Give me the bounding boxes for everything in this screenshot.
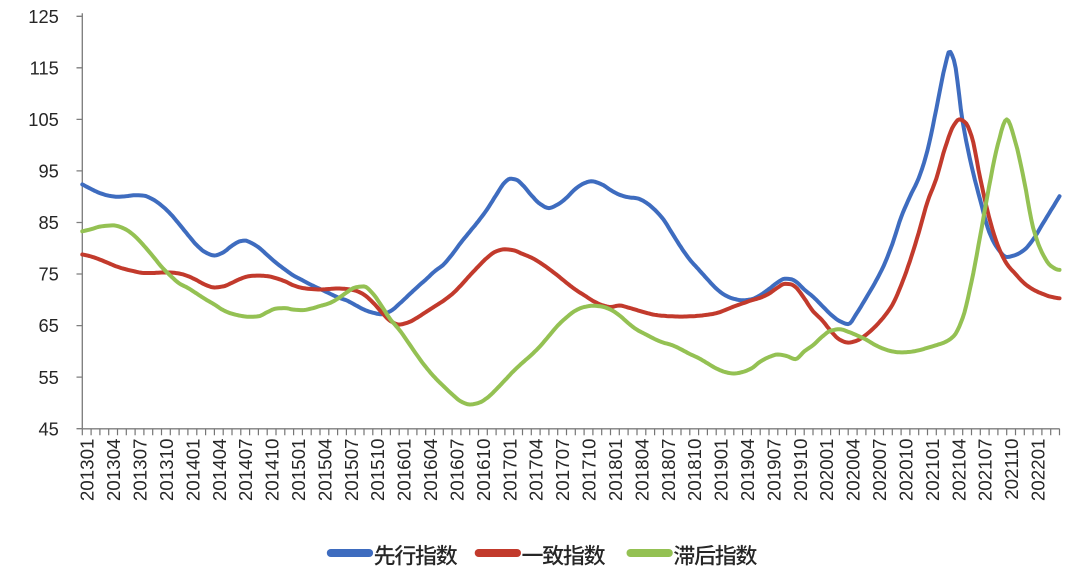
svg-text:201907: 201907 <box>763 439 784 502</box>
svg-text:95: 95 <box>38 161 58 182</box>
svg-text:201504: 201504 <box>314 439 335 502</box>
svg-text:201601: 201601 <box>394 439 415 502</box>
svg-text:201804: 201804 <box>631 439 652 502</box>
svg-text:201310: 201310 <box>156 439 177 502</box>
svg-text:201801: 201801 <box>605 439 626 502</box>
svg-text:201710: 201710 <box>579 439 600 502</box>
svg-text:201410: 201410 <box>262 439 283 502</box>
svg-text:202104: 202104 <box>948 439 969 502</box>
svg-text:201301: 201301 <box>77 439 98 502</box>
svg-text:201307: 201307 <box>130 439 151 502</box>
svg-text:201401: 201401 <box>182 439 203 502</box>
svg-text:201901: 201901 <box>711 439 732 502</box>
svg-text:201707: 201707 <box>552 439 573 502</box>
svg-text:201407: 201407 <box>235 439 256 502</box>
svg-text:55: 55 <box>38 367 58 388</box>
svg-text:201810: 201810 <box>684 439 705 502</box>
svg-text:201607: 201607 <box>447 439 468 502</box>
svg-text:201910: 201910 <box>790 439 811 502</box>
svg-text:202001: 202001 <box>816 439 837 502</box>
svg-text:105: 105 <box>28 109 59 130</box>
svg-text:75: 75 <box>38 264 58 285</box>
svg-text:45: 45 <box>38 418 58 439</box>
svg-text:202004: 202004 <box>843 439 864 502</box>
svg-text:202110: 202110 <box>1001 439 1022 500</box>
svg-text:85: 85 <box>38 212 58 233</box>
svg-text:125: 125 <box>28 6 59 27</box>
svg-text:201501: 201501 <box>288 439 309 502</box>
svg-text:201807: 201807 <box>658 439 679 502</box>
svg-text:201604: 201604 <box>420 439 441 502</box>
svg-text:201701: 201701 <box>499 439 520 502</box>
svg-text:201507: 201507 <box>341 439 362 502</box>
svg-text:115: 115 <box>30 57 59 78</box>
svg-text:201704: 201704 <box>526 439 547 502</box>
svg-text:202201: 202201 <box>1028 439 1049 502</box>
svg-text:202007: 202007 <box>869 439 890 502</box>
svg-text:201904: 201904 <box>737 439 758 502</box>
svg-text:202010: 202010 <box>896 439 917 502</box>
svg-text:202101: 202101 <box>922 439 943 502</box>
svg-text:201404: 201404 <box>209 439 230 502</box>
svg-text:201610: 201610 <box>473 439 494 502</box>
svg-text:201510: 201510 <box>367 439 388 502</box>
svg-text:201304: 201304 <box>103 439 124 502</box>
svg-text:202107: 202107 <box>975 438 996 501</box>
svg-text:65: 65 <box>38 315 58 336</box>
